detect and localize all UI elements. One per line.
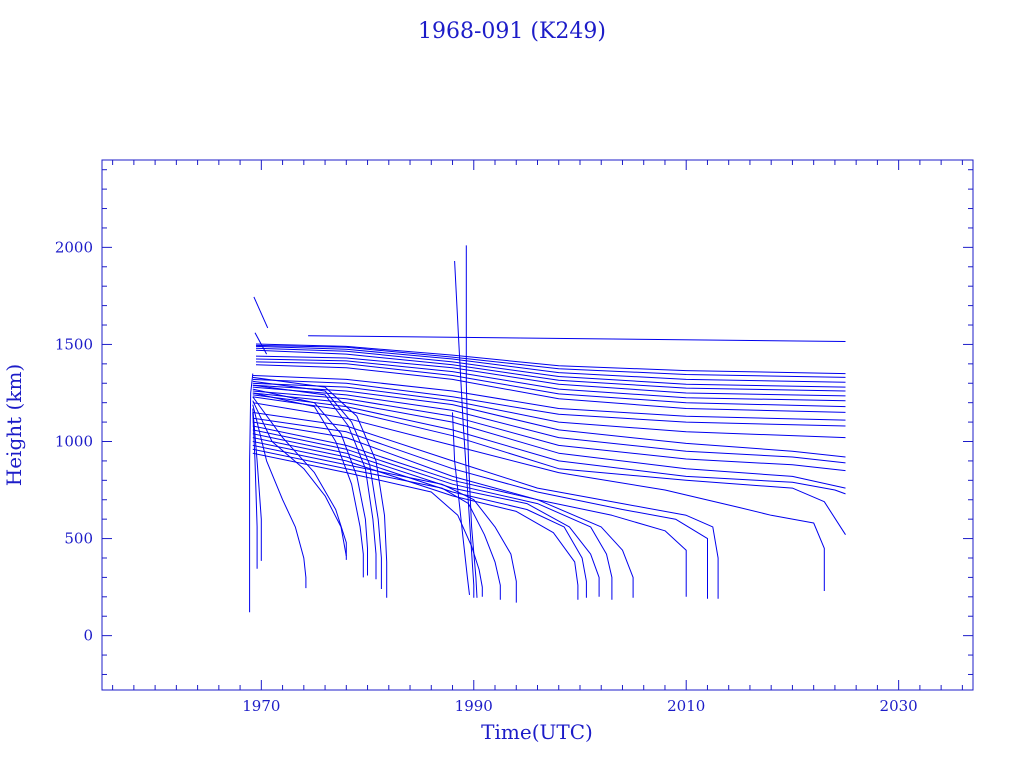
- series-layer: [249, 245, 846, 613]
- series-line-14: [252, 384, 846, 458]
- series-line-8: [255, 358, 846, 402]
- x-axis-label: Time(UTC): [481, 720, 593, 744]
- minor-ticks: [102, 160, 973, 690]
- series-line-44: [252, 412, 258, 569]
- series-line-20: [252, 402, 825, 591]
- series-line-19: [252, 396, 846, 535]
- series-line-21: [252, 411, 719, 599]
- x-tick-label: 1990: [455, 697, 493, 715]
- series-line-27: [252, 437, 587, 598]
- chart-title: 1968-091 (K249): [418, 19, 606, 44]
- series-line-7: [255, 355, 846, 397]
- series-line-5: [255, 347, 846, 388]
- y-tick-label: 0: [83, 627, 93, 645]
- x-tick-label: 1970: [242, 697, 280, 715]
- y-axis-label: Height (km): [2, 364, 26, 486]
- y-tick-label: 1500: [55, 335, 93, 353]
- series-line-29: [252, 444, 517, 603]
- series-line-45: [249, 373, 254, 613]
- y-tick-label: 1000: [55, 433, 93, 451]
- series-line-32: [454, 260, 475, 598]
- series-line-39: [252, 392, 364, 578]
- series-line-35: [252, 376, 388, 598]
- series-line-23: [252, 421, 687, 597]
- series-line-2: [255, 343, 846, 375]
- series-line-4: [255, 345, 846, 383]
- series-line-28: [252, 441, 579, 600]
- x-tick-label: 2010: [667, 697, 705, 715]
- series-line-17: [252, 392, 846, 489]
- series-line-1: [308, 335, 846, 342]
- series-line-3: [255, 344, 846, 378]
- series-line-16: [252, 390, 846, 472]
- series-line-31: [252, 452, 483, 597]
- tick-labels: 1970 1990 2010 2030 0 500 1000 1500 2000: [55, 238, 918, 715]
- series-line-9: [255, 361, 846, 408]
- y-tick-label: 500: [64, 530, 93, 548]
- series-line-36: [252, 380, 382, 589]
- series-line-10: [255, 364, 846, 413]
- series-line-22: [252, 417, 708, 599]
- series-line-11: [252, 375, 846, 421]
- series-line-25: [252, 429, 613, 600]
- y-tick-label: 2000: [55, 238, 93, 256]
- series-line-41: [252, 400, 347, 557]
- series-line-6: [255, 349, 846, 392]
- series-line-33: [465, 245, 478, 598]
- major-ticks: [102, 160, 973, 690]
- series-line-42: [252, 404, 307, 589]
- series-line-40: [252, 396, 347, 560]
- series-line-43: [252, 408, 262, 561]
- series-line-34: [452, 412, 470, 595]
- series-line-13: [252, 382, 846, 439]
- series-line-12: [252, 378, 846, 427]
- series-line-30: [252, 448, 501, 600]
- series-line-46: [253, 296, 269, 329]
- series-line-38: [252, 388, 368, 576]
- series-line-15: [252, 386, 846, 464]
- series-line-37: [252, 384, 377, 580]
- series-line-26: [252, 433, 600, 597]
- x-tick-label: 2030: [880, 697, 918, 715]
- series-line-18: [252, 394, 846, 495]
- series-line-47: [254, 332, 268, 355]
